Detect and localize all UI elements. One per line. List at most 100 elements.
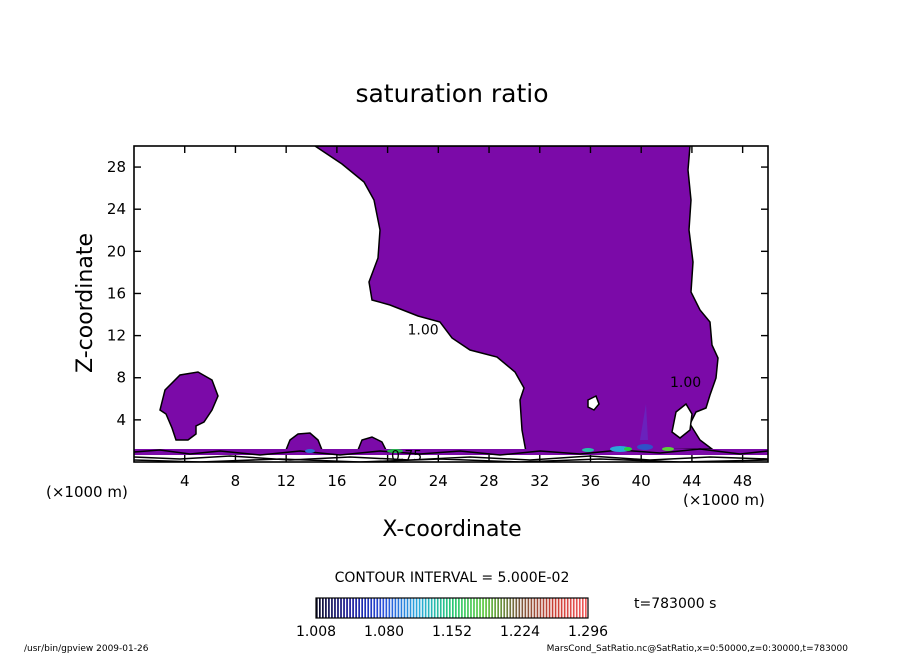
y-tick-label: 8	[116, 369, 126, 387]
colorbar-swatch	[445, 598, 448, 618]
chart-title: saturation ratio	[355, 79, 548, 108]
colorbar-swatch	[358, 598, 360, 618]
colorbar-swatch	[319, 598, 321, 618]
x-tick-label: 40	[632, 472, 651, 490]
colorbar-swatch	[557, 598, 560, 618]
colorbar-swatch	[331, 598, 333, 618]
colorbar-swatch	[403, 598, 406, 618]
colorbar-swatch	[521, 598, 524, 618]
high-saturation-spots	[305, 404, 674, 453]
contour-label: 0.75	[391, 449, 422, 465]
colorbar-swatch	[412, 598, 415, 618]
y-tick-label: 20	[107, 242, 126, 260]
colorbar-swatch	[563, 598, 566, 618]
region-main	[313, 146, 719, 453]
colorbar-swatch	[536, 598, 539, 618]
y-tick-label: 12	[107, 327, 126, 345]
x-tick-label: 36	[581, 472, 600, 490]
colorbar-swatch	[328, 598, 330, 618]
colorbar-swatch	[476, 598, 478, 618]
colorbar-swatch	[461, 598, 463, 618]
colorbar-swatch	[494, 598, 496, 618]
colorbar-swatch	[346, 598, 348, 618]
colorbar-swatch	[349, 598, 351, 618]
colorbar-swatch	[373, 598, 376, 618]
colorbar-swatch	[455, 598, 457, 618]
x-tick-label: 48	[733, 472, 752, 490]
colorbar-swatch	[473, 598, 475, 618]
surface-contours	[134, 448, 768, 462]
colorbar-swatch	[518, 598, 521, 618]
colorbar-swatch	[343, 598, 345, 618]
colorbar-swatch	[452, 598, 454, 618]
region-blob-19	[356, 436, 388, 451]
colorbar-swatch	[581, 598, 584, 618]
colorbar-swatch	[391, 598, 394, 618]
colorbar-swatch	[458, 598, 460, 618]
colorbar-swatch	[539, 598, 542, 618]
y-tick-label: 4	[116, 411, 126, 429]
x-tick-label: 20	[378, 472, 397, 490]
y-tick-label: 16	[107, 284, 126, 302]
x-tick-label: 24	[429, 472, 448, 490]
colorbar-swatch	[397, 598, 400, 618]
colorbar-swatch	[406, 598, 409, 618]
colorbar-swatch	[554, 598, 557, 618]
region-hole-2	[671, 402, 693, 439]
colorbar-swatch	[500, 598, 503, 618]
colorbar-swatch	[545, 598, 548, 618]
colorbar-swatch	[533, 598, 536, 618]
colorbar-swatch	[430, 598, 433, 618]
colorbar-swatch	[325, 598, 327, 618]
colorbar-swatch	[479, 598, 481, 618]
x-axis-label: X-coordinate	[382, 517, 521, 542]
x-tick-label: 44	[682, 472, 701, 490]
x-tick-label: 8	[231, 472, 241, 490]
x-tick-label: 28	[479, 472, 498, 490]
contour-label: 1.00	[408, 322, 439, 338]
region-blob-12	[284, 432, 324, 451]
x-tick-label: 32	[530, 472, 549, 490]
colorbar-tick-label: 1.152	[432, 624, 472, 640]
colorbar-swatch	[560, 598, 563, 618]
colorbar-frame	[315, 597, 589, 619]
colorbar-swatch	[503, 598, 506, 618]
plot-area: 1.001.000.75 4 8 12 16 20 24 28 32 36 40 44 48 4812…	[107, 145, 769, 490]
colorbar-swatch	[334, 598, 336, 618]
colorbar-swatch	[379, 598, 382, 618]
colorbar-swatch	[322, 598, 324, 618]
colorbar-swatch	[433, 598, 436, 618]
colorbar-swatch	[509, 598, 512, 618]
colorbar-swatch	[542, 598, 545, 618]
colorbar-swatch	[548, 598, 551, 618]
colorbar-swatch	[512, 598, 515, 618]
colorbar-swatch	[364, 598, 367, 618]
colorbar-swatch	[316, 598, 318, 618]
colorbar-swatch	[355, 598, 357, 618]
colorbar-swatch	[385, 598, 388, 618]
x-tick-label: 12	[277, 472, 296, 490]
colorbar-swatch	[436, 598, 439, 618]
x-tick-label: 4	[180, 472, 190, 490]
colorbar-swatch	[388, 598, 391, 618]
colorbar-swatch	[361, 598, 363, 618]
colorbar-swatch	[400, 598, 403, 618]
colorbar-swatch	[448, 598, 451, 618]
colorbar-swatch	[584, 598, 587, 618]
colorbar-swatch	[376, 598, 379, 618]
colorbar-tick-label: 1.296	[568, 624, 608, 640]
colorbar-swatch	[409, 598, 412, 618]
colorbar-swatch	[415, 598, 418, 618]
colorbar-swatch	[506, 598, 509, 618]
colorbar-swatch	[566, 598, 569, 618]
y-tick-label: 28	[107, 158, 126, 176]
colorbar-swatch	[530, 598, 533, 618]
colorbar-swatch	[442, 598, 445, 618]
colorbar-swatch	[497, 598, 499, 618]
colorbar-swatch	[464, 598, 466, 618]
colorbar-swatch	[340, 598, 342, 618]
colorbar-swatch	[418, 598, 421, 618]
colorbar-swatch	[424, 598, 427, 618]
colorbar-swatch	[488, 598, 490, 618]
